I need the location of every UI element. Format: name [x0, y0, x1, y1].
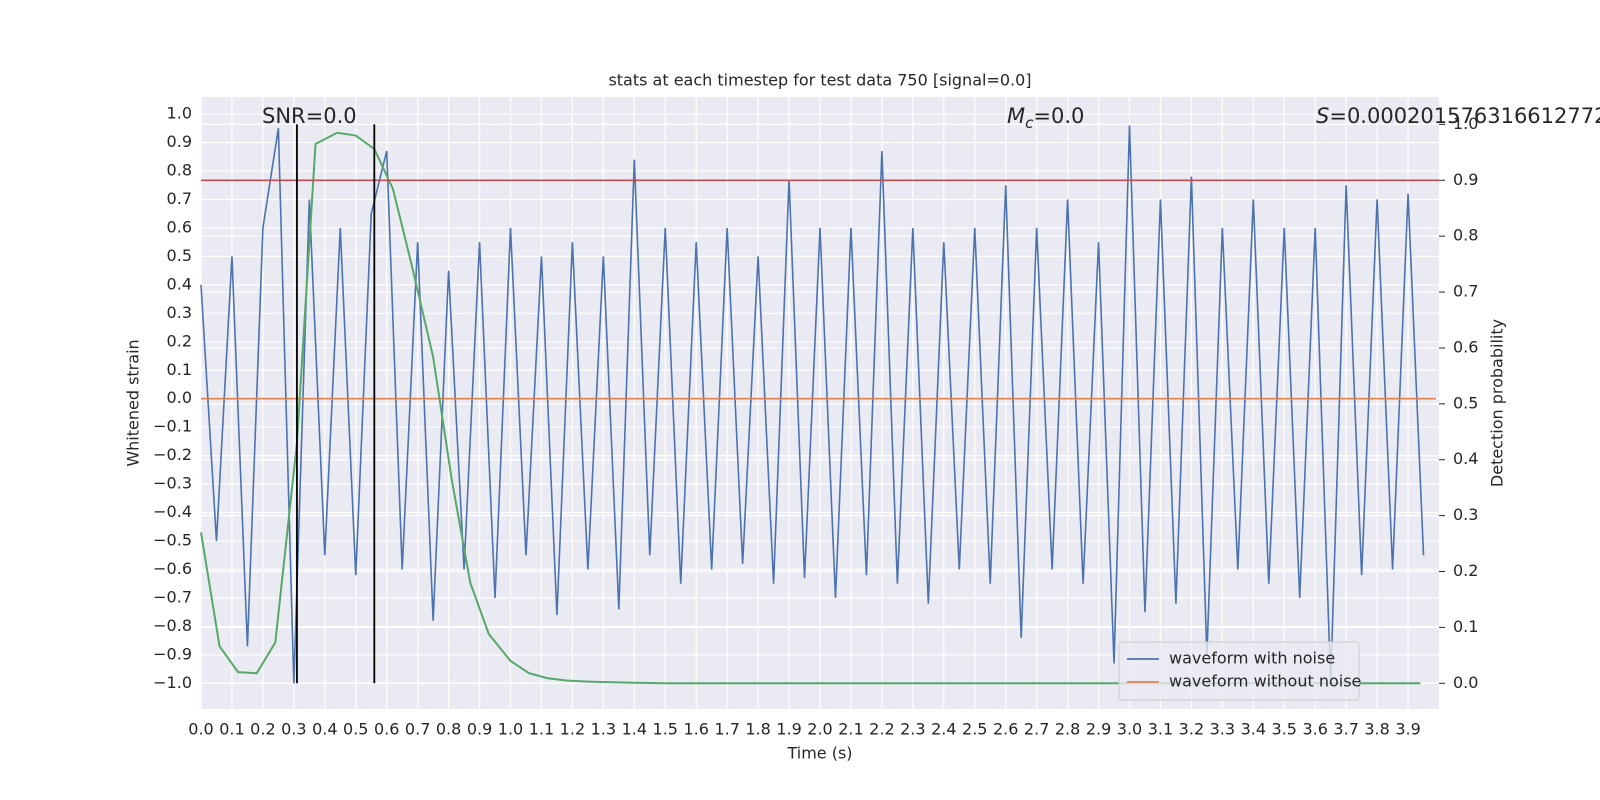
- x-tick-label: 2.0: [807, 720, 832, 739]
- series-line: [200, 131, 1421, 685]
- legend-box: [1118, 641, 1360, 701]
- annotation-symbol: S: [1316, 104, 1329, 128]
- annotation: SNR=0.0: [262, 104, 357, 128]
- annotation: S=0.000201576316612772: [1316, 104, 1600, 128]
- y2-tick-label: 0.3: [1453, 505, 1478, 524]
- x-tick-label: 0.5: [343, 720, 368, 739]
- x-tick-label: 3.5: [1272, 720, 1297, 739]
- y2-tick-label: 0.5: [1453, 393, 1478, 412]
- y-tick-label: 0.6: [167, 217, 192, 236]
- x-tick-label: 3.2: [1179, 720, 1204, 739]
- y-tick-label: 0.7: [167, 189, 192, 208]
- x-tick-label: 1.0: [498, 720, 523, 739]
- y-tick-label: 0.4: [167, 274, 192, 293]
- legend-label: waveform without noise: [1169, 672, 1361, 691]
- x-tick-label: 2.4: [931, 720, 956, 739]
- x-tick-label: 2.1: [838, 720, 863, 739]
- x-tick-label: 0.1: [219, 720, 244, 739]
- x-tick-label: 3.4: [1241, 720, 1266, 739]
- annotation-text: SNR=0.0: [262, 104, 357, 128]
- y-tick-label: 1.0: [167, 104, 192, 123]
- x-tick-label: 2.9: [1086, 720, 1111, 739]
- y-axis-label: Whitened strain: [124, 339, 143, 466]
- y2-tick-label: 0.2: [1453, 561, 1478, 580]
- x-tick-label: 2.7: [1024, 720, 1049, 739]
- annotation: Mc=0.0: [1007, 104, 1084, 132]
- x-tick-label: 0.9: [467, 720, 492, 739]
- y2-tick-label: 0.4: [1453, 449, 1478, 468]
- x-tick-label: 2.8: [1055, 720, 1080, 739]
- legend-label: waveform with noise: [1169, 649, 1335, 668]
- y-tick-label: −0.3: [153, 474, 192, 493]
- y2-tick-label: 0.7: [1453, 282, 1478, 301]
- x-tick-label: 3.3: [1210, 720, 1235, 739]
- x-tick-label: 3.8: [1364, 720, 1389, 739]
- y-tick-label: −0.7: [153, 587, 192, 606]
- y-tick-label: −0.2: [153, 445, 192, 464]
- y-tick-label: 0.1: [167, 360, 192, 379]
- grid: [200, 97, 1439, 709]
- x-tick-label: 1.4: [622, 720, 647, 739]
- x-tick-label: 1.9: [776, 720, 801, 739]
- x-tick-label: 0.3: [281, 720, 306, 739]
- x-tick-label: 2.2: [869, 720, 894, 739]
- x-tick-label: 0.4: [312, 720, 337, 739]
- x-tick-label: 2.5: [962, 720, 987, 739]
- y-tick-label: 0.9: [167, 132, 192, 151]
- x-tick-label: 2.3: [900, 720, 925, 739]
- labels: 0.0 0.1 0.2 0.3 0.4 0.5 0.6 0.7 0.8 0.9 1.0 1.1 1.2 1…: [153, 104, 1600, 739]
- y-tick-label: −0.4: [153, 502, 192, 521]
- x-tick-label: 3.1: [1148, 720, 1173, 739]
- annotation-symbol: M: [1007, 104, 1025, 128]
- chart-title: stats at each timestep for test data 750…: [608, 71, 1031, 90]
- x-tick-label: 3.0: [1117, 720, 1142, 739]
- x-tick-label: 0.0: [188, 720, 213, 739]
- y-tick-label: −0.9: [153, 644, 192, 663]
- series-line: [200, 125, 1425, 684]
- legend: waveform with noise waveform without nois…: [1118, 641, 1361, 701]
- x-tick-label: 1.6: [683, 720, 708, 739]
- y2-tick-label: 1.0: [1453, 114, 1478, 133]
- annotation-subscript: c: [1025, 114, 1034, 132]
- y2-tick-label: 0.6: [1453, 337, 1478, 356]
- annotation-text: =0.000201576316612772: [1329, 104, 1600, 128]
- marks: [200, 124, 1439, 685]
- x-tick-label: 1.2: [560, 720, 585, 739]
- y-tick-label: 0.2: [167, 331, 192, 350]
- y2-tick-label: 0.9: [1453, 170, 1478, 189]
- x-tick-label: 1.5: [653, 720, 678, 739]
- y2-tick-label: 0.1: [1453, 617, 1478, 636]
- x-axis-label: Time (s): [786, 744, 852, 763]
- annotation-text: =0.0: [1033, 104, 1084, 128]
- y-tick-label: −1.0: [153, 673, 192, 692]
- x-tick-label: 0.6: [374, 720, 399, 739]
- x-tick-label: 3.6: [1302, 720, 1327, 739]
- x-tick-label: 3.9: [1395, 720, 1420, 739]
- y-tick-label: −0.1: [153, 417, 192, 436]
- x-tick-label: 3.7: [1333, 720, 1358, 739]
- x-tick-label: 1.3: [591, 720, 616, 739]
- x-tick-label: 0.2: [250, 720, 275, 739]
- y-tick-label: −0.6: [153, 559, 192, 578]
- x-tick-label: 1.7: [714, 720, 739, 739]
- y-tick-label: 0.0: [167, 388, 192, 407]
- x-tick-label: 0.8: [436, 720, 461, 739]
- y2-tick-label: 0.8: [1453, 226, 1478, 245]
- y-tick-label: 0.8: [167, 161, 192, 180]
- y-tick-label: −0.8: [153, 616, 192, 635]
- x-tick-label: 2.6: [993, 720, 1018, 739]
- y2-tick-label: 0.0: [1453, 673, 1478, 692]
- y-tick-label: −0.5: [153, 531, 192, 550]
- x-tick-label: 1.8: [745, 720, 770, 739]
- y-tick-label: 0.3: [167, 303, 192, 322]
- y-tick-label: 0.5: [167, 246, 192, 265]
- y2-axis-label: Detection probability: [1488, 319, 1507, 487]
- x-tick-label: 0.7: [405, 720, 430, 739]
- x-tick-label: 1.1: [529, 720, 554, 739]
